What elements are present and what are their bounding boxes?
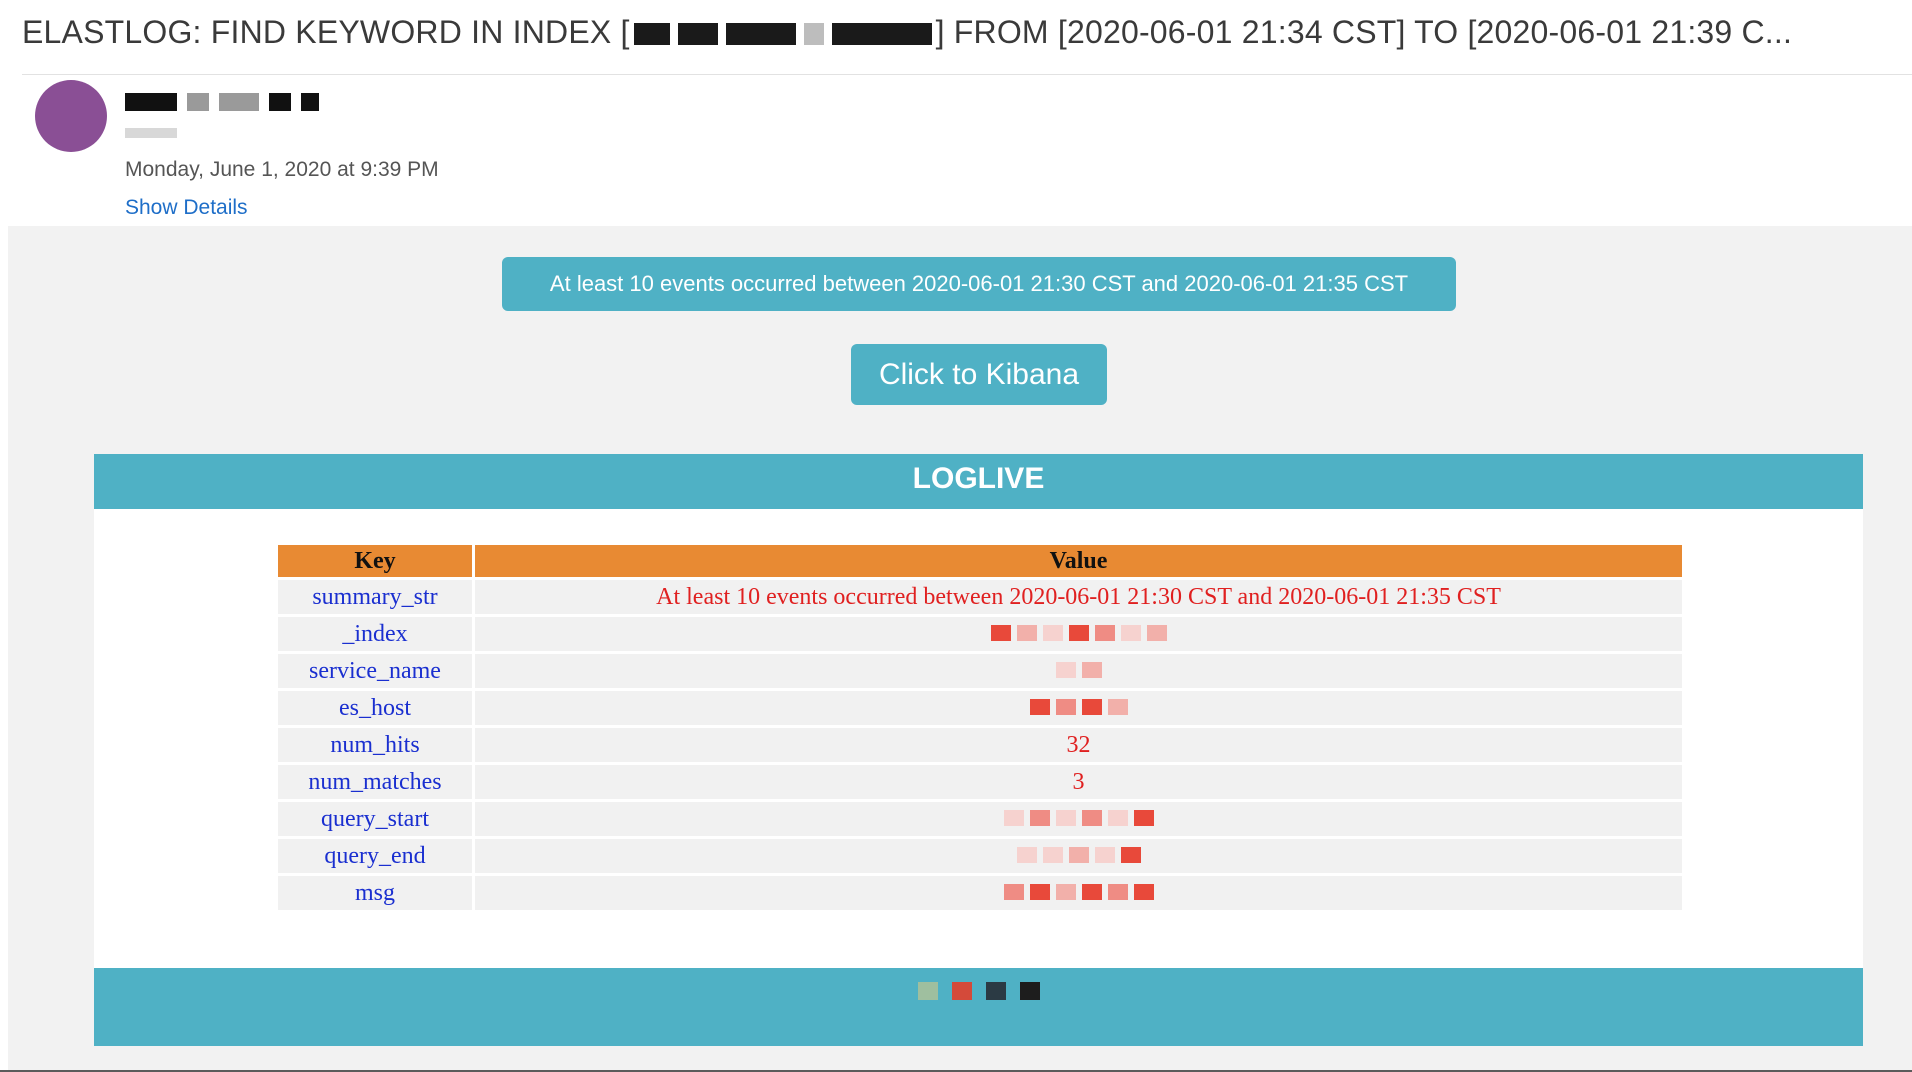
sender-address-redacted (125, 128, 177, 138)
table-row: es_host (278, 691, 1682, 725)
table-row: summary_str At least 10 events occurred … (278, 580, 1682, 614)
column-header-key: Key (278, 545, 472, 577)
card-footer (94, 968, 1863, 1046)
table-row: service_name (278, 654, 1682, 688)
mail-subject: ELASTLOG: FIND KEYWORD IN INDEX [ ] FROM … (22, 14, 1882, 51)
row-key: _index (278, 617, 472, 651)
mail-body: At least 10 events occurred between 2020… (8, 226, 1912, 1072)
table-row: query_end (278, 839, 1682, 873)
table-header-row: Key Value (278, 545, 1682, 577)
row-value-redacted (475, 654, 1682, 688)
mail-date: Monday, June 1, 2020 at 9:39 PM (125, 158, 439, 181)
row-value-redacted (475, 617, 1682, 651)
table-row: _index (278, 617, 1682, 651)
row-value-redacted (475, 839, 1682, 873)
row-key: service_name (278, 654, 472, 688)
row-key: num_matches (278, 765, 472, 799)
footer-logo-redacted (917, 982, 1040, 1000)
show-details-link[interactable]: Show Details (125, 196, 248, 219)
subject-suffix: ] FROM [2020-06-01 21:34 CST] TO [2020-0… (935, 14, 1793, 50)
row-value-redacted (475, 876, 1682, 910)
row-value-redacted (475, 691, 1682, 725)
window-bottom-edge (0, 1070, 1912, 1072)
row-value: 3 (475, 765, 1682, 799)
row-key: query_start (278, 802, 472, 836)
card-title: LOGLIVE (94, 454, 1863, 509)
row-key: es_host (278, 691, 472, 725)
row-value: 32 (475, 728, 1682, 762)
alert-banner: At least 10 events occurred between 2020… (502, 257, 1456, 311)
loglive-card: LOGLIVE Key Value summary_str At least 1… (94, 454, 1863, 1046)
table-row: num_matches 3 (278, 765, 1682, 799)
table-row: num_hits 32 (278, 728, 1682, 762)
column-header-value: Value (475, 545, 1682, 577)
sender-name-redacted (125, 92, 319, 112)
redacted-block (677, 23, 718, 45)
row-value-redacted (475, 802, 1682, 836)
redacted-block (831, 23, 932, 45)
redacted-block (803, 23, 824, 45)
redacted-block (633, 23, 670, 45)
kibana-button[interactable]: Click to Kibana (851, 344, 1107, 405)
avatar[interactable] (35, 80, 107, 152)
row-key: msg (278, 876, 472, 910)
header-divider (22, 74, 1912, 75)
key-value-table: Key Value summary_str At least 10 events… (275, 542, 1685, 913)
row-key: query_end (278, 839, 472, 873)
table-row: query_start (278, 802, 1682, 836)
row-key: summary_str (278, 580, 472, 614)
table-row: msg (278, 876, 1682, 910)
subject-prefix: ELASTLOG: FIND KEYWORD IN INDEX [ (22, 14, 630, 50)
redacted-block (725, 23, 796, 45)
row-value: At least 10 events occurred between 2020… (475, 580, 1682, 614)
row-key: num_hits (278, 728, 472, 762)
